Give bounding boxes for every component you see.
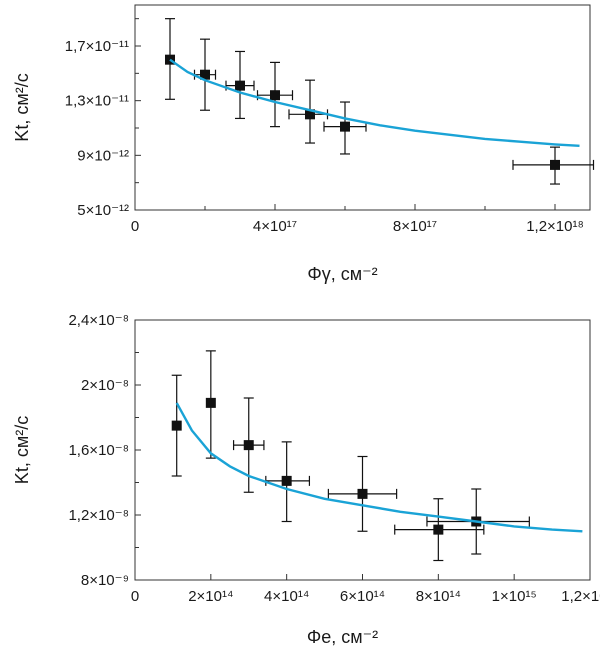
x-tick-label: 2×10¹⁴ bbox=[188, 588, 233, 605]
data-point bbox=[243, 440, 254, 451]
chart-bottom: 0 2×10¹⁴ 4×10¹⁴ 6×10¹⁴ 8×10¹⁴ 1×10¹⁵ 1,2×10¹⁵ 8… bbox=[12, 312, 600, 647]
x-tick-label: 4×10¹⁴ bbox=[264, 588, 309, 605]
fit-curve bbox=[169, 58, 580, 147]
data-point bbox=[433, 524, 444, 535]
data-point bbox=[340, 121, 350, 132]
y-tick-label: 1,3×10⁻¹¹ bbox=[65, 93, 129, 110]
data-point bbox=[281, 475, 292, 486]
data-point bbox=[357, 488, 368, 499]
data-point bbox=[171, 420, 182, 431]
x-tick-label: 8×10¹⁷ bbox=[393, 218, 437, 235]
y-tick-label: 2,4×10⁻⁸ bbox=[68, 312, 129, 329]
y-axis-label: Kt, см²/с bbox=[12, 416, 32, 484]
y-axis-label: Kt, см²/с bbox=[12, 73, 32, 141]
x-axis-label: Φe, см⁻² bbox=[307, 627, 378, 647]
x-tick-label: 1,2×10¹⁵ bbox=[561, 588, 600, 605]
y-tick-label: 1,6×10⁻⁸ bbox=[68, 442, 129, 459]
y-tick-label: 2×10⁻⁸ bbox=[81, 377, 129, 394]
y-tick-label: 9×10⁻¹² bbox=[77, 147, 129, 164]
y-tick-label: 8×10⁻⁹ bbox=[81, 572, 129, 589]
x-tick-label: 1,2×10¹⁸ bbox=[526, 218, 584, 235]
x-tick-label: 1×10¹⁵ bbox=[492, 588, 537, 605]
x-tick-label: 6×10¹⁴ bbox=[340, 588, 385, 605]
data-point bbox=[270, 90, 280, 101]
data-point bbox=[235, 80, 245, 91]
y-tick-label: 5×10⁻¹² bbox=[77, 202, 129, 219]
data-point bbox=[205, 397, 216, 408]
x-tick-label: 0 bbox=[131, 588, 139, 605]
y-tick-label: 1,7×10⁻¹¹ bbox=[65, 38, 129, 55]
data-point bbox=[200, 69, 210, 80]
plot-frame bbox=[134, 319, 591, 581]
x-axis-label: Φγ, см⁻² bbox=[307, 264, 377, 284]
data-point bbox=[305, 109, 315, 120]
fit-curve bbox=[175, 402, 583, 533]
plot-frame bbox=[134, 4, 591, 211]
data-point bbox=[550, 159, 560, 170]
chart-top: 0 4×10¹⁷ 8×10¹⁷ 1,2×10¹⁸ 5×10⁻¹² 9×10⁻¹² 1,3×1… bbox=[12, 4, 595, 284]
x-tick-label: 4×10¹⁷ bbox=[253, 218, 297, 235]
data-point bbox=[165, 54, 175, 65]
x-tick-label: 8×10¹⁴ bbox=[416, 588, 461, 605]
x-tick-label: 0 bbox=[131, 218, 139, 235]
y-tick-label: 1,2×10⁻⁸ bbox=[68, 507, 129, 524]
